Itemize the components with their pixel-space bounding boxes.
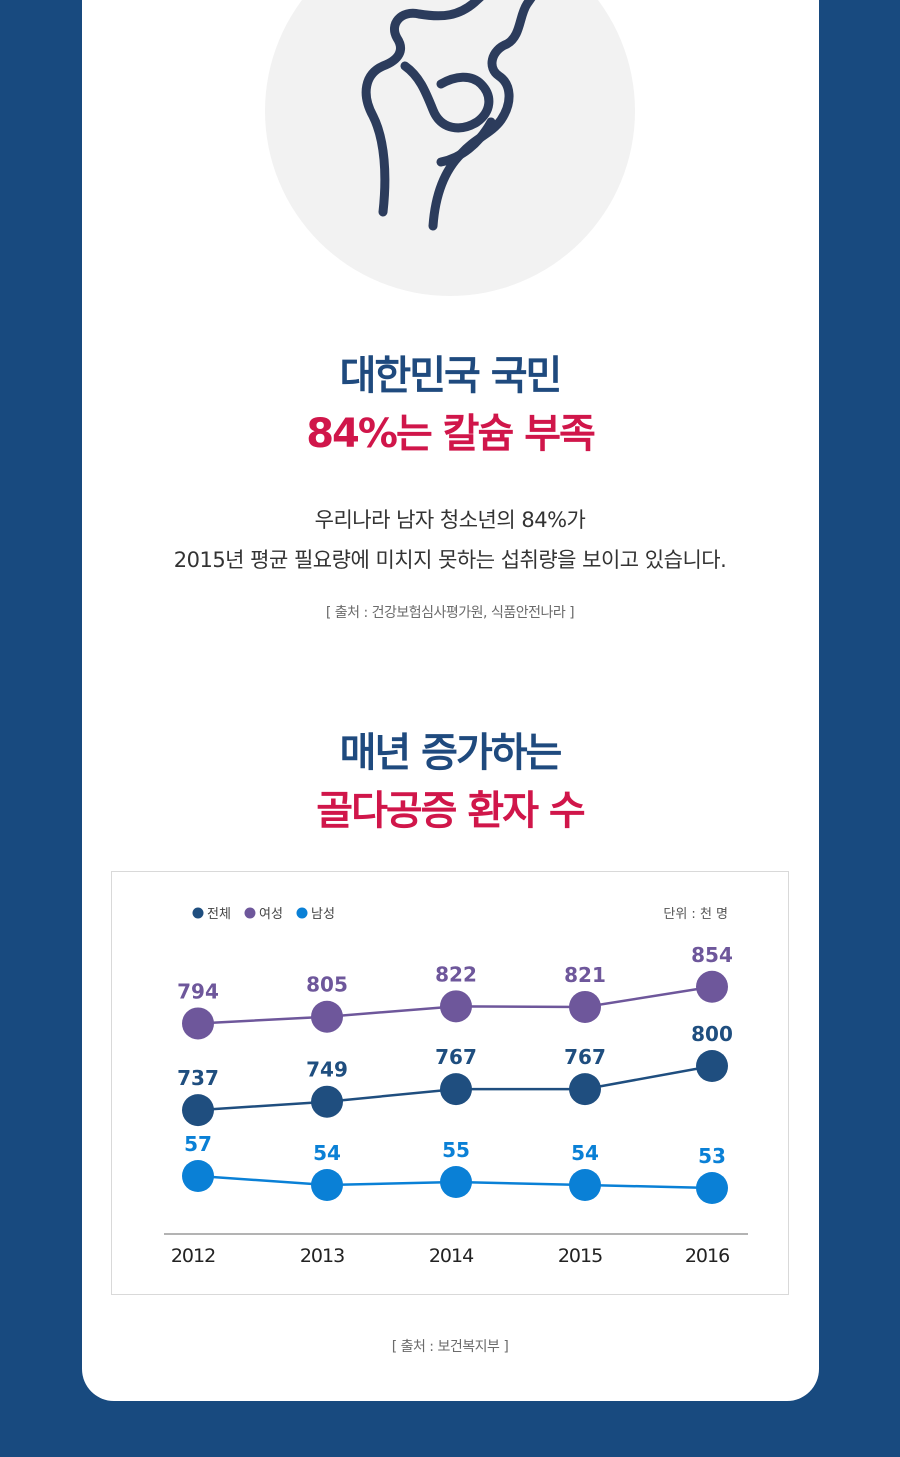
legend-label: 전체 <box>207 907 231 922</box>
source-calcium: [ 출처 : 건강보험심사평가원, 식품안전나라 ] <box>325 605 575 621</box>
headline-1-line1: 대한민국 국민 <box>339 353 563 399</box>
x-tick-label: 2014 <box>429 1245 474 1267</box>
data-point <box>696 970 728 1003</box>
data-label: 749 <box>306 1058 348 1082</box>
data-point <box>182 1007 214 1040</box>
data-point <box>311 1000 343 1033</box>
data-point <box>440 990 472 1023</box>
data-label: 55 <box>442 1138 470 1162</box>
data-label: 767 <box>435 1045 477 1069</box>
x-tick-label: 2013 <box>300 1245 344 1267</box>
data-point <box>696 1050 728 1082</box>
data-point <box>182 1094 214 1127</box>
description-line2: 2015년 평균 필요량에 미치지 못하는 섭취량을 보이고 있습니다. <box>173 548 727 572</box>
unit-label: 단위 : 천 명 <box>663 907 728 922</box>
data-label: 854 <box>691 943 733 967</box>
data-label: 54 <box>571 1141 599 1165</box>
data-point <box>182 1160 214 1192</box>
x-tick-label: 2015 <box>558 1245 602 1267</box>
description-line1: 우리나라 남자 청소년의 84%가 <box>314 508 586 532</box>
data-label: 794 <box>177 979 219 1003</box>
data-label: 800 <box>691 1022 733 1046</box>
osteoporosis-chart: 2012 2013 2014 2015 2016 737 749 767 767 800 794 80… <box>111 871 789 1295</box>
data-label: 822 <box>435 962 477 986</box>
icon-circle <box>265 0 635 296</box>
data-label: 54 <box>313 1141 341 1165</box>
data-label: 805 <box>306 973 348 997</box>
x-tick-label: 2012 <box>171 1245 215 1267</box>
data-point <box>311 1085 343 1118</box>
data-point <box>569 1169 601 1201</box>
data-point <box>440 1166 472 1198</box>
data-label: 53 <box>698 1144 726 1168</box>
headline-2-line2: 골다공증 환자 수 <box>316 788 585 834</box>
data-label: 737 <box>177 1066 219 1090</box>
source-chart: [ 출처 : 보건복지부 ] <box>391 1339 509 1355</box>
line-chart-svg: 2012 2013 2014 2015 2016 737 749 767 767 800 794 80… <box>164 907 748 1267</box>
legend-label: 여성 <box>259 907 283 922</box>
data-label: 57 <box>184 1132 212 1156</box>
data-label: 821 <box>564 963 606 987</box>
data-label: 767 <box>564 1045 606 1069</box>
data-point <box>569 990 601 1023</box>
headline-1-line2: 84%는 칼슘 부족 <box>306 411 596 457</box>
data-point <box>311 1169 343 1201</box>
headline-2-line1: 매년 증가하는 <box>339 730 563 776</box>
x-tick-label: 2016 <box>685 1245 729 1267</box>
data-point <box>440 1073 472 1106</box>
legend-marker <box>244 907 256 919</box>
legend-marker <box>192 907 204 919</box>
knee-bone-icon <box>361 0 536 231</box>
legend-label: 남성 <box>311 907 335 922</box>
data-point <box>696 1172 728 1204</box>
legend-marker <box>296 907 308 919</box>
data-point <box>569 1073 601 1106</box>
